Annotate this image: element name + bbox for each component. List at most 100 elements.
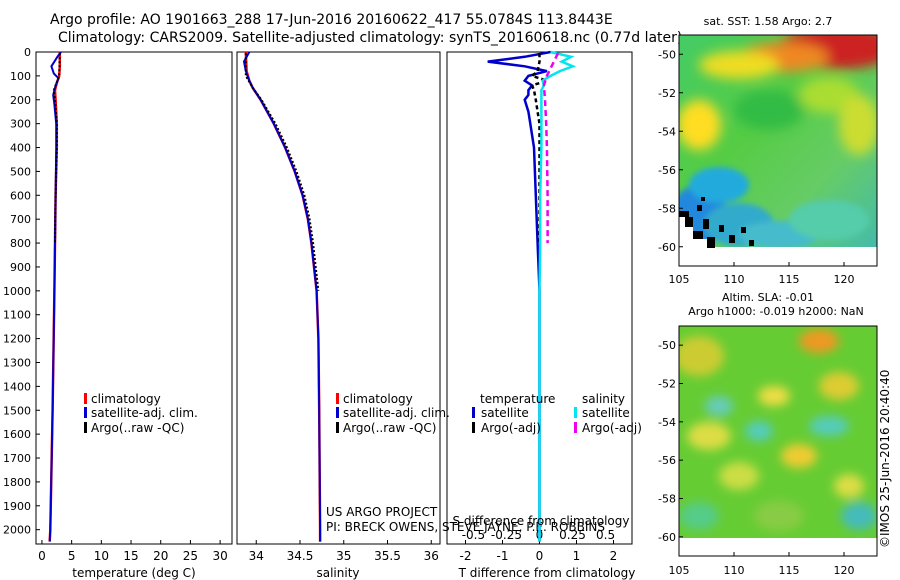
depth-tick-label: 400	[10, 142, 31, 155]
map-x-tick-label: 115	[779, 273, 800, 286]
s-tick-label: 0.5	[596, 528, 615, 542]
legend-swatch-argo	[336, 422, 339, 433]
sst-map-frame	[678, 34, 878, 267]
map-y-tick-label: -54	[658, 125, 676, 138]
map-y-tick-label: -52	[658, 378, 676, 391]
legend-label-satellite: satellite-adj. clim.	[343, 406, 450, 420]
t-difference-xlabel: T difference from climatology	[458, 566, 636, 580]
depth-tick-label: 200	[10, 94, 31, 107]
legend-swatch-argo	[84, 422, 87, 433]
sla-map-blank	[680, 540, 876, 555]
legend-swatch-s-satellite	[574, 407, 577, 418]
legend-swatch-t-satellite	[472, 407, 475, 418]
sla-patches	[679, 329, 877, 531]
x-tick-label: 35.5	[374, 549, 401, 563]
depth-tick-label: 700	[10, 213, 31, 226]
depth-tick-label: 300	[10, 118, 31, 131]
x-tick-label: 35	[336, 549, 351, 563]
legend-swatch-s-argo	[574, 422, 577, 433]
sst-ice-mask	[679, 197, 754, 248]
sst-map-blank	[680, 248, 876, 265]
legend-title-salinity: salinity	[582, 392, 625, 406]
difference-panel: -2 -1 0 1 2 -0.5 -0.25 0 0.25 0.5 S difference f…	[446, 50, 642, 580]
map-x-tick-label: 115	[779, 564, 800, 577]
header-line2: Climatology: CARS2009. Satellite-adjuste…	[58, 30, 682, 46]
map-y-tick-label: -50	[658, 339, 676, 352]
temperature-xlabel: temperature (deg C)	[72, 566, 195, 580]
legend-swatch-t-argo	[472, 422, 475, 433]
x-tick-label: 10	[94, 549, 109, 563]
depth-tick-label: 1200	[3, 333, 31, 346]
sst-warm-patches	[679, 35, 877, 155]
map-y-tick-label: -50	[658, 48, 676, 61]
depth-tick-label: 1600	[3, 428, 31, 441]
map-y-tick-label: -60	[658, 531, 676, 544]
salinity-series	[242, 51, 322, 542]
sla-map-subtitle: Argo h1000: -0.019 h2000: NaN	[688, 305, 864, 318]
x-tick-label: 1	[573, 549, 581, 563]
sla-map-image	[679, 326, 877, 540]
sla-map-axis-ticks: -50 -52 -54 -56 -58 -60 105 110 115 120	[658, 339, 854, 577]
imos-watermark: ©IMOS 25-Jun-2016 20:40:40	[878, 370, 892, 548]
project-label: US ARGO PROJECT	[326, 505, 438, 519]
map-y-tick-label: -52	[658, 87, 676, 100]
map-y-tick-label: -54	[658, 416, 676, 429]
temperature-series	[48, 51, 62, 542]
x-tick-label: 15	[123, 549, 138, 563]
x-tick-label: 5	[68, 549, 76, 563]
depth-tick-label: 1700	[3, 452, 31, 465]
depth-tick-label: 1900	[3, 500, 31, 513]
salinity-legend: climatology satellite-adj. clim. Argo(..…	[336, 392, 450, 435]
depth-tick-label: 800	[10, 237, 31, 250]
map-y-tick-label: -56	[658, 164, 676, 177]
x-tick-label: -1	[497, 549, 509, 563]
depth-axis-ticks: 0 100 200 300 400 500 600 700 800 900 1000 1100 1200…	[3, 46, 40, 537]
sla-map-title: Altim. SLA: -0.01	[722, 291, 814, 304]
depth-tick-label: 1800	[3, 476, 31, 489]
temperature-axis-ticks: 0 5 10 15 20 25 30	[38, 540, 228, 563]
pi-label: PI: BRECK OWENS, STEVE JAYNE, P.E. ROBBI…	[326, 520, 605, 534]
depth-tick-label: 1500	[3, 404, 31, 417]
sst-ice-white	[679, 217, 707, 248]
depth-tick-label: 100	[10, 70, 31, 83]
series-salinity-satellite	[538, 50, 577, 542]
legend-label-argo: Argo(..raw -QC)	[343, 421, 436, 435]
series-satellite-adj-clim-	[48, 51, 62, 542]
sst-map-title: sat. SST: 1.58 Argo: 2.7	[704, 15, 833, 28]
s-difference-xlabel: S difference from climatology	[453, 514, 630, 528]
legend-label-satellite: satellite-adj. clim.	[91, 406, 198, 420]
depth-tick-label: 1100	[3, 309, 31, 322]
series-temperature-argo-adj-	[529, 53, 551, 244]
depth-tick-label: 1300	[3, 356, 31, 369]
map-x-tick-label: 105	[669, 273, 690, 286]
legend-label-argo: Argo(..raw -QC)	[91, 421, 184, 435]
x-tick-label: 36	[424, 549, 439, 563]
legend-label-t-argo: Argo(-adj)	[481, 421, 541, 435]
x-tick-label: 2	[610, 549, 618, 563]
temperature-legend: climatology satellite-adj. clim. Argo(..…	[84, 392, 198, 435]
map-x-tick-label: 120	[834, 273, 855, 286]
depth-tick-label: 900	[10, 261, 31, 274]
sst-map-panel: sat. SST: 1.58 Argo: 2.7	[658, 15, 878, 286]
x-tick-label: 34.5	[287, 549, 314, 563]
s-tick-label: -0.5	[462, 528, 485, 542]
series-salinity-argo-adj-	[542, 52, 560, 244]
salinity-axis-ticks: 34 34.5 35 35.5 36	[249, 540, 439, 563]
x-tick-label: -2	[460, 549, 472, 563]
depth-tick-label: 500	[10, 165, 31, 178]
sla-map-panel: Altim. SLA: -0.01 Argo h1000: -0.019 h20…	[658, 291, 878, 577]
legend-swatch-climatology	[84, 393, 87, 404]
legend-label-climatology: climatology	[91, 392, 161, 406]
depth-tick-label: 1000	[3, 285, 31, 298]
map-x-tick-label: 105	[669, 564, 690, 577]
depth-tick-label: 1400	[3, 380, 31, 393]
map-y-tick-label: -58	[658, 202, 676, 215]
x-tick-label: 0	[536, 549, 544, 563]
salinity-plot-frame	[236, 51, 441, 545]
salinity-panel: 34 34.5 35 35.5 36 salinity climatology sate…	[236, 51, 605, 580]
legend-label-s-satellite: satellite	[582, 406, 630, 420]
x-tick-label: 25	[183, 549, 198, 563]
depth-tick-label: 600	[10, 189, 31, 202]
x-tick-label: 34	[249, 549, 264, 563]
difference-series	[487, 50, 577, 542]
